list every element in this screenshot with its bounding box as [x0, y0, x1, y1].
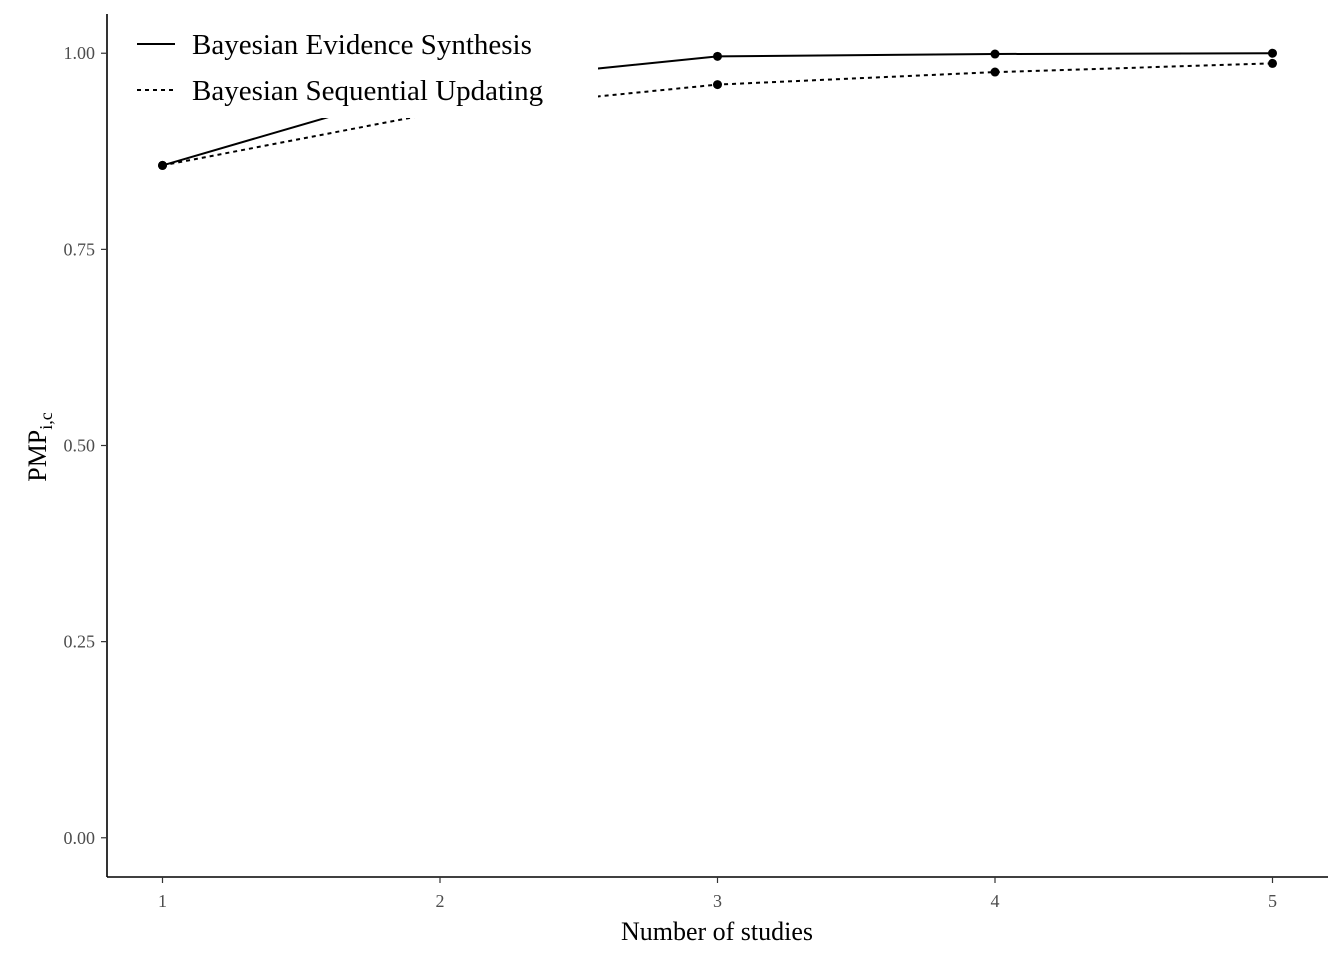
y-tick-label: 0.00 — [64, 828, 96, 848]
legend-label-sequential-updating: Bayesian Sequential Updating — [192, 75, 543, 107]
y-tick-label: 0.50 — [64, 436, 96, 456]
x-tick-label: 2 — [436, 891, 445, 911]
data-point-evidence-synthesis — [1268, 48, 1277, 58]
y-axis-ticks: 0.00 0.25 0.50 0.75 1.00 — [64, 43, 107, 848]
x-tick-label: 4 — [991, 891, 1000, 911]
y-tick-label: 0.75 — [64, 239, 96, 259]
legend: Bayesian Evidence Synthesis Bayesian Seq… — [128, 18, 598, 118]
x-axis-title: Number of studies — [621, 917, 813, 946]
y-axis-title-subscript: i,c — [36, 412, 56, 430]
data-point-sequential-updating — [1268, 58, 1277, 68]
x-tick-label: 1 — [158, 891, 167, 911]
y-axis-title: PMPi,c — [23, 412, 56, 482]
data-point-evidence-synthesis — [990, 49, 1000, 59]
legend-background — [128, 18, 598, 118]
data-point-evidence-synthesis — [713, 51, 722, 61]
x-tick-label: 3 — [713, 891, 722, 911]
y-tick-label: 1.00 — [64, 43, 96, 63]
x-tick-label: 5 — [1268, 891, 1277, 911]
data-point-sequential-updating — [713, 80, 722, 90]
legend-label-evidence-synthesis: Bayesian Evidence Synthesis — [192, 29, 532, 61]
y-axis-title-main: PMP — [23, 430, 52, 482]
x-axis-ticks: 1 2 3 4 5 — [158, 877, 1277, 911]
data-point-sequential-updating — [158, 160, 167, 170]
data-point-sequential-updating — [990, 67, 1000, 77]
y-tick-label: 0.25 — [64, 632, 96, 652]
